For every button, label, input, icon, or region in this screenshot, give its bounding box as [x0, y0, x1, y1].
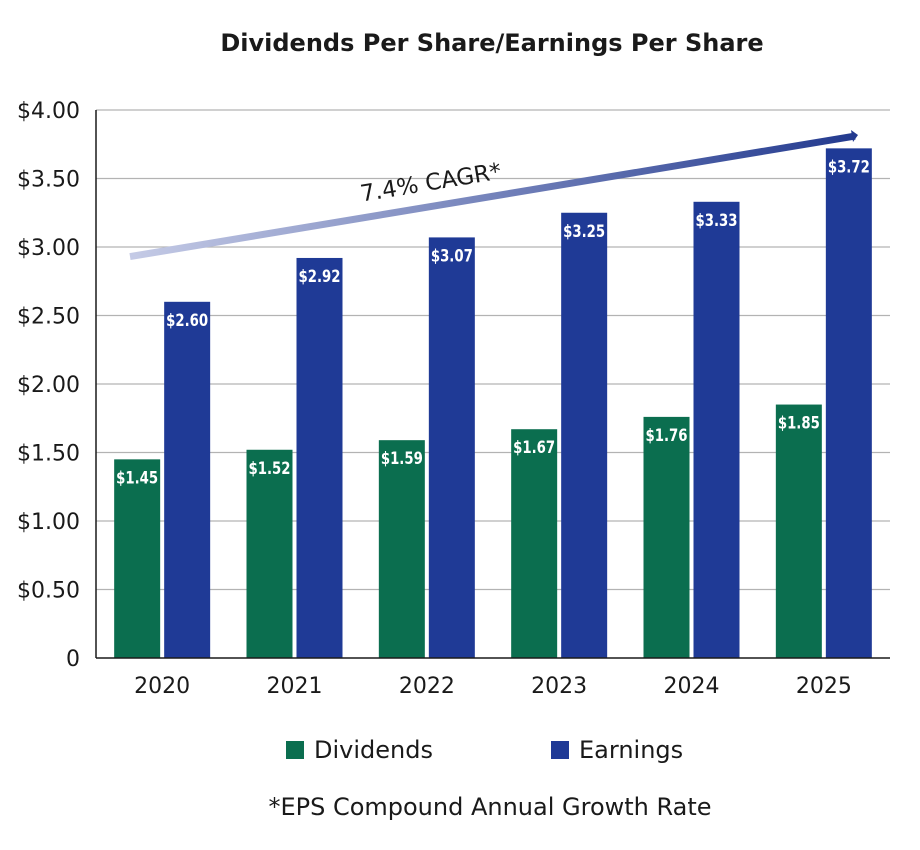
bars: $1.45 $2.60 $1.52 $2.92 $1.59 $3.07 $1.67 $3.25…	[114, 148, 872, 659]
legend-swatch-dividends	[286, 741, 304, 759]
earnings-bar-2025	[825, 148, 872, 659]
legend-swatch-earnings	[551, 741, 569, 759]
legend: Dividends Earnings	[286, 736, 683, 764]
trend-line-group: 7.4% CAGR*	[129, 130, 858, 261]
gridlines	[96, 109, 890, 591]
cagr-trend-arrowhead	[851, 130, 858, 143]
dividends-label-2023: $1.67	[513, 438, 555, 458]
y-tick-label: $3.00	[17, 236, 80, 261]
x-tick-label: 2020	[134, 674, 190, 699]
dividends-bar-2022	[378, 440, 425, 658]
dividends-label-2024: $1.76	[646, 426, 688, 446]
earnings-label-2024: $3.33	[696, 211, 738, 231]
dividends-label-2022: $1.59	[381, 449, 423, 469]
y-tick-label: $3.50	[17, 168, 80, 193]
earnings-bar-2021	[296, 257, 343, 658]
cagr-trend-line	[129, 132, 856, 261]
chart-title: Dividends Per Share/Earnings Per Share	[220, 29, 763, 57]
y-tick-label: $2.00	[17, 373, 80, 398]
earnings-bar-2024	[693, 201, 740, 659]
x-tick-label: 2021	[267, 674, 323, 699]
earnings-bar-2020	[164, 301, 211, 658]
dividends-bar-2023	[511, 429, 558, 658]
x-tick-label: 2024	[664, 674, 720, 699]
dividends-label-2021: $1.52	[249, 459, 291, 479]
x-tick-label: 2025	[796, 674, 852, 699]
legend-label-earnings: Earnings	[579, 736, 683, 764]
dividends-bar-2025	[775, 404, 822, 658]
dividends-label-2025: $1.85	[778, 414, 820, 434]
earnings-label-2021: $2.92	[299, 267, 341, 287]
y-tick-label: 0	[66, 647, 80, 672]
earnings-label-2025: $3.72	[828, 157, 870, 177]
earnings-label-2020: $2.60	[166, 311, 208, 331]
axes	[95, 110, 890, 659]
footnote: *EPS Compound Annual Growth Rate	[268, 793, 711, 821]
earnings-label-2023: $3.25	[563, 222, 605, 242]
earnings-bar-2023	[561, 212, 608, 658]
earnings-bar-2022	[428, 237, 475, 658]
dividends-label-2020: $1.45	[116, 468, 158, 488]
y-tick-label: $0.50	[17, 579, 80, 604]
earnings-label-2022: $3.07	[431, 246, 473, 266]
x-axis-categories: 2020 2021 2022 2023 2024 2025	[134, 674, 852, 699]
y-tick-label: $1.50	[17, 442, 80, 467]
x-tick-label: 2023	[531, 674, 587, 699]
dividends-bar-2024	[643, 416, 690, 658]
dividends-bar-2021	[246, 449, 293, 658]
y-tick-label: $1.00	[17, 510, 80, 535]
x-tick-label: 2022	[399, 674, 455, 699]
y-axis-ticks: 0 $0.50 $1.00 $1.50 $2.00 $2.50 $3.00 $3.50 $4.0…	[17, 99, 80, 672]
y-tick-label: $2.50	[17, 305, 80, 330]
dividends-bar-2020	[114, 459, 161, 658]
y-tick-label: $4.00	[17, 99, 80, 124]
legend-label-dividends: Dividends	[314, 736, 433, 764]
